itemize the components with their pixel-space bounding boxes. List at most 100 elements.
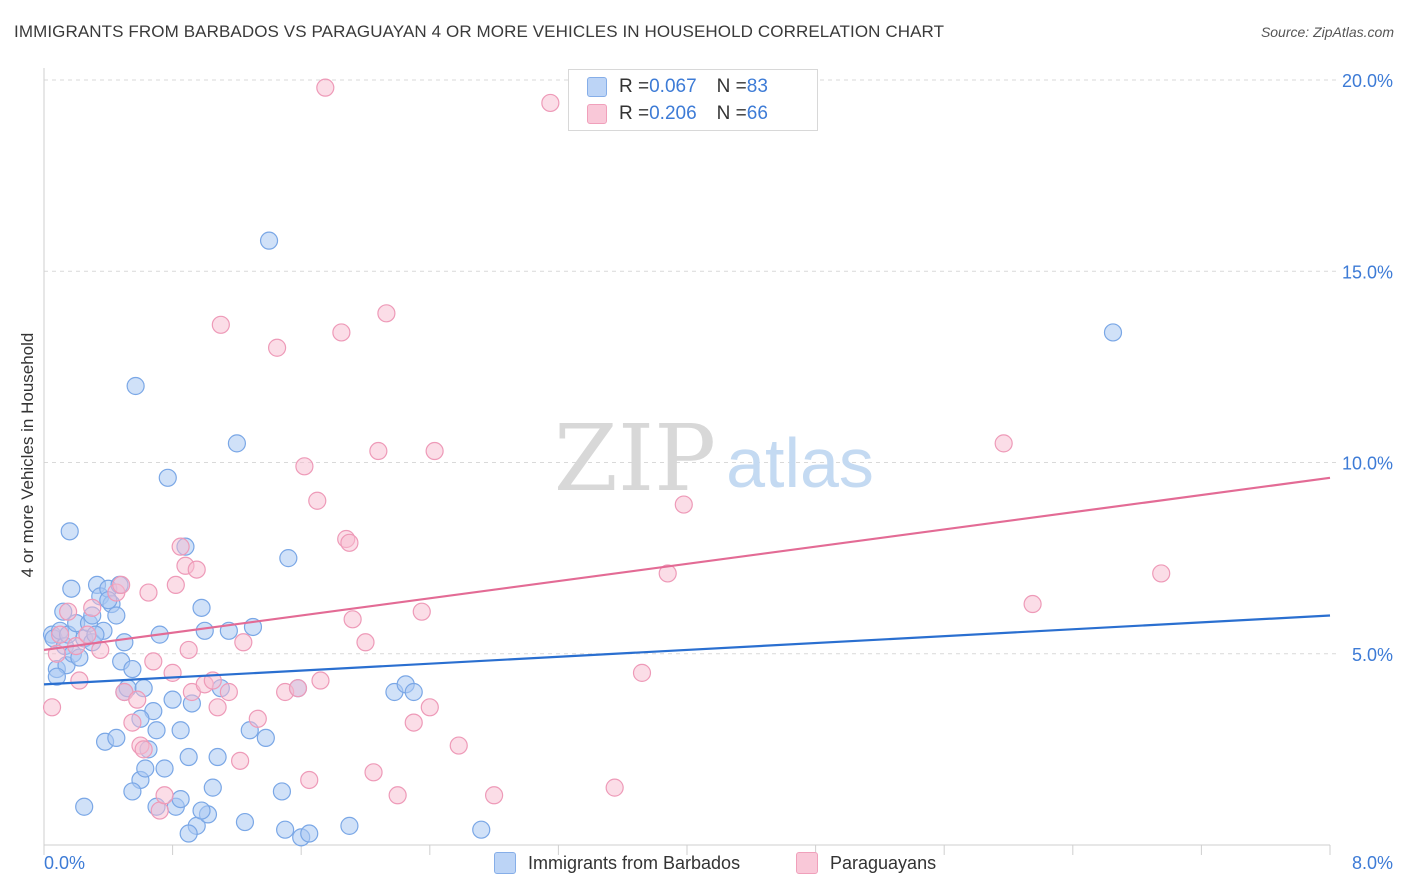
point-barbados <box>60 522 79 541</box>
point-paraguayans <box>208 698 227 717</box>
point-paraguayans <box>231 751 250 770</box>
series-legend: Immigrants from Barbados Paraguayans <box>0 852 1406 878</box>
gridlines <box>44 79 1336 655</box>
legend-label: Immigrants from Barbados <box>528 852 741 873</box>
point-barbados <box>163 690 182 709</box>
pink-swatch <box>587 104 607 124</box>
point-barbados <box>195 621 214 640</box>
point-barbados <box>300 824 319 843</box>
legend-item-barbados[interactable]: Immigrants from Barbados <box>494 852 740 874</box>
y-tick-label: 15.0% <box>1342 262 1393 282</box>
point-paraguayans <box>994 434 1013 453</box>
point-barbados <box>171 721 190 740</box>
point-paraguayans <box>112 575 131 595</box>
point-paraguayans <box>234 633 253 652</box>
point-paraguayans <box>412 602 431 621</box>
point-barbados <box>279 549 298 568</box>
point-paraguayans <box>311 671 330 690</box>
point-paraguayans <box>166 575 185 595</box>
y-tick-label: 20.0% <box>1342 71 1393 91</box>
stats-legend: R = 0.067 N = 83 R = 0.206 N = 66 <box>568 69 818 131</box>
point-paraguayans <box>83 598 102 617</box>
point-paraguayans <box>171 537 190 556</box>
n-label: N = <box>716 76 747 97</box>
series-immigrants-from-barbados <box>42 231 1123 847</box>
r-value: 0.206 <box>649 103 697 124</box>
y-tick-label: 5.0% <box>1352 645 1393 665</box>
point-paraguayans <box>187 560 206 579</box>
point-barbados <box>208 747 227 767</box>
point-paraguayans <box>267 338 287 357</box>
point-barbados <box>75 797 94 816</box>
point-barbados <box>47 667 66 686</box>
x-tick-label: 8.0% <box>1352 853 1393 873</box>
point-paraguayans <box>1023 594 1042 614</box>
n-label: N = <box>716 103 747 124</box>
point-barbados <box>227 434 246 453</box>
point-barbados <box>192 801 211 820</box>
point-paraguayans <box>369 441 388 461</box>
point-paraguayans <box>541 93 560 113</box>
pink-swatch <box>796 852 818 874</box>
point-paraguayans <box>295 457 314 476</box>
point-paraguayans <box>364 763 383 782</box>
point-paraguayans <box>211 315 230 334</box>
point-paraguayans <box>78 625 97 644</box>
point-paraguayans <box>674 495 693 514</box>
trend-lines <box>43 476 1331 686</box>
point-barbados <box>115 633 134 652</box>
legend-label: Paraguayans <box>830 852 937 873</box>
point-paraguayans <box>340 533 359 552</box>
point-paraguayans <box>420 698 439 717</box>
trend-line-barbados <box>43 614 1331 686</box>
point-barbados <box>179 747 198 767</box>
series-paraguayans <box>42 78 1171 820</box>
point-paraguayans <box>332 323 351 342</box>
r-value: 0.067 <box>649 76 697 97</box>
point-paraguayans <box>59 602 78 621</box>
point-paraguayans <box>144 652 163 671</box>
point-barbados <box>147 721 166 740</box>
point-paraguayans <box>425 441 444 461</box>
point-paraguayans <box>658 564 677 583</box>
point-barbados <box>62 579 81 598</box>
point-paraguayans <box>70 671 89 690</box>
point-paraguayans <box>50 625 70 644</box>
stats-legend-row-blue: R = 0.067 N = 83 <box>587 76 768 98</box>
legend-item-paraguayans[interactable]: Paraguayans <box>796 852 936 874</box>
point-barbados <box>107 728 126 748</box>
point-paraguayans <box>316 78 335 97</box>
point-barbados <box>1103 323 1123 342</box>
point-barbados <box>155 759 174 778</box>
point-barbados <box>123 782 142 801</box>
n-value: 66 <box>746 103 768 124</box>
point-barbados <box>126 376 145 396</box>
source-label: Source: ZipAtlas.com <box>1260 24 1394 40</box>
point-barbados <box>158 468 177 487</box>
n-value: 83 <box>746 76 768 97</box>
point-paraguayans <box>343 610 362 629</box>
point-paraguayans <box>308 491 327 510</box>
watermark-atlas: atlas <box>726 424 874 502</box>
y-axis-label: 4 or more Vehicles in Household <box>18 332 37 578</box>
point-paraguayans <box>605 778 624 797</box>
point-paraguayans <box>449 736 468 755</box>
point-paraguayans <box>128 690 147 709</box>
point-barbados <box>123 659 142 679</box>
y-tick-label: 10.0% <box>1342 454 1393 474</box>
point-paraguayans <box>404 713 423 732</box>
watermark: ZIP atlas <box>554 405 874 512</box>
point-paraguayans <box>1152 564 1171 583</box>
point-barbados <box>472 820 491 839</box>
r-label: R = <box>619 76 650 97</box>
point-barbados <box>340 816 359 835</box>
point-barbados <box>235 812 255 832</box>
point-barbados <box>404 682 423 702</box>
trend-line-paraguayans <box>43 476 1331 652</box>
point-barbados <box>136 759 155 778</box>
point-paraguayans <box>248 709 267 728</box>
point-barbados <box>276 820 295 839</box>
point-barbados <box>107 606 126 625</box>
point-paraguayans <box>300 770 319 790</box>
point-paraguayans <box>42 698 62 717</box>
